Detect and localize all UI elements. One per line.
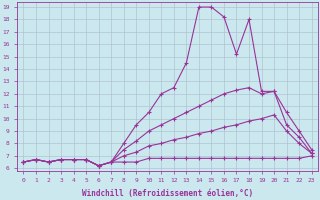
X-axis label: Windchill (Refroidissement éolien,°C): Windchill (Refroidissement éolien,°C) xyxy=(82,189,253,198)
